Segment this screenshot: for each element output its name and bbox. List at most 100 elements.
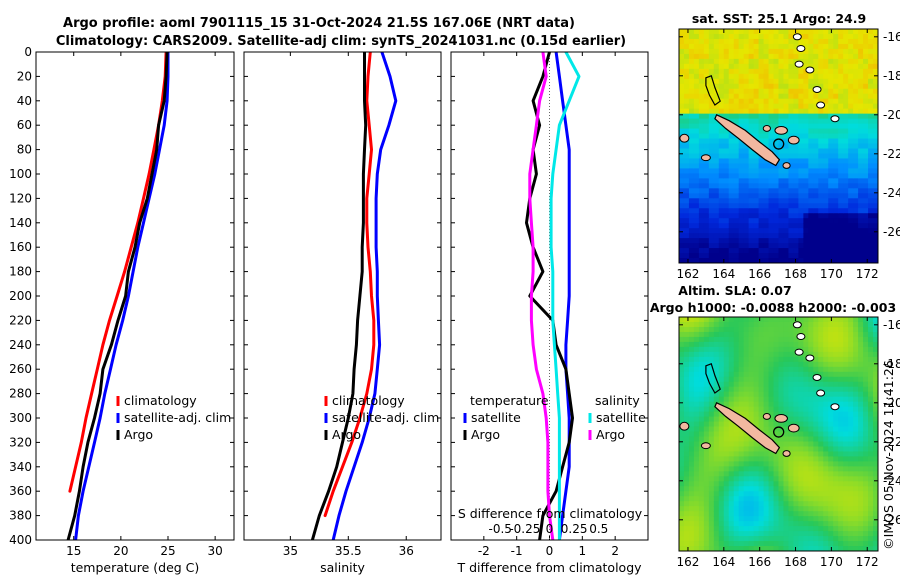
map-cell [873, 331, 878, 338]
map-cell [688, 321, 695, 328]
map-cell [733, 471, 740, 477]
map-cell [748, 148, 755, 155]
map-cell [843, 188, 849, 194]
map-cell [843, 53, 849, 60]
map-cell [733, 431, 740, 438]
map-cell [708, 253, 715, 259]
map-cell [728, 361, 735, 368]
map-cell [863, 218, 869, 224]
map-cell [683, 98, 690, 105]
map-cell [703, 386, 710, 393]
map-cell [723, 351, 730, 358]
map-cell [828, 113, 834, 120]
map-cell [728, 43, 735, 50]
map-cell [823, 243, 829, 249]
map-cell [853, 317, 859, 323]
map-cell [813, 198, 819, 204]
map-cell [763, 331, 770, 338]
map-cell [703, 411, 710, 418]
map-cell [688, 258, 695, 263]
map-cell [778, 501, 785, 507]
map-cell [808, 541, 814, 547]
map-cell [853, 243, 859, 249]
map-cell [728, 78, 735, 85]
map-cell [778, 193, 785, 199]
map-cell [753, 406, 760, 413]
map-cell [828, 213, 834, 219]
map-cell [858, 346, 864, 353]
map-cell [848, 516, 854, 522]
map-cell [838, 83, 844, 90]
map-cell [818, 536, 824, 542]
map-cell [863, 416, 869, 423]
map-cell [743, 331, 750, 338]
map-cell [788, 496, 795, 502]
reef-outline [705, 75, 721, 106]
map-cell [679, 376, 685, 383]
map-cell [778, 143, 785, 150]
map-cell [843, 546, 849, 551]
map-cell [713, 173, 720, 179]
map-cell [708, 406, 715, 413]
map-cell [808, 471, 814, 477]
map-cell [838, 386, 844, 393]
map-cell [788, 486, 795, 492]
map-cell [818, 436, 824, 443]
map-cell [858, 43, 864, 50]
map-cell [738, 88, 745, 95]
map-cell [698, 451, 705, 458]
map-cell [713, 103, 720, 110]
map-cell [679, 78, 685, 85]
map-cell [863, 531, 869, 537]
map-cell [873, 63, 878, 70]
map-cell [733, 243, 740, 249]
map-cell [873, 158, 878, 165]
map-cell [838, 93, 844, 100]
map-cell [763, 516, 770, 522]
map-cell [848, 243, 854, 249]
map-cell [803, 53, 809, 60]
map-cell [833, 456, 839, 462]
y-tick-label: -20 [883, 108, 900, 122]
map-cell [688, 376, 695, 383]
map-cell [683, 331, 690, 338]
map-cell [743, 148, 750, 155]
map-cell [853, 516, 859, 522]
map-cell [728, 386, 735, 393]
map-cell [838, 178, 844, 184]
map-cell [853, 361, 859, 368]
map-cell [773, 491, 780, 497]
map-cell [858, 366, 864, 373]
map-cell [743, 253, 750, 259]
map-cell [693, 233, 700, 239]
map-cell [818, 53, 824, 60]
map-cell [713, 48, 720, 55]
series-line-1 [525, 52, 574, 540]
map-cell [693, 253, 700, 259]
map-cell [688, 331, 695, 338]
map-cell [873, 118, 878, 125]
small-island [782, 450, 791, 457]
map-cell [858, 33, 864, 40]
map-cell [688, 441, 695, 448]
map-cell [823, 421, 829, 428]
map-cell [723, 361, 730, 368]
map-cell [788, 536, 795, 542]
map-cell [738, 63, 745, 70]
map-cell [683, 511, 690, 517]
map-cell [863, 58, 869, 65]
map-cell [788, 371, 795, 378]
map-cell [748, 153, 755, 160]
map-cell [863, 456, 869, 462]
map-cell [828, 83, 834, 90]
map-cell [743, 471, 750, 477]
map-cell [688, 546, 695, 551]
legend-salinity-title: salinity [595, 393, 640, 408]
map-cell [688, 103, 695, 110]
map-cell [778, 421, 785, 428]
map-cell [858, 416, 864, 423]
map-cell [758, 526, 765, 532]
legend-sal-argo-label: Argo [596, 427, 625, 442]
map-cell [758, 78, 765, 85]
map-cell [873, 496, 878, 502]
